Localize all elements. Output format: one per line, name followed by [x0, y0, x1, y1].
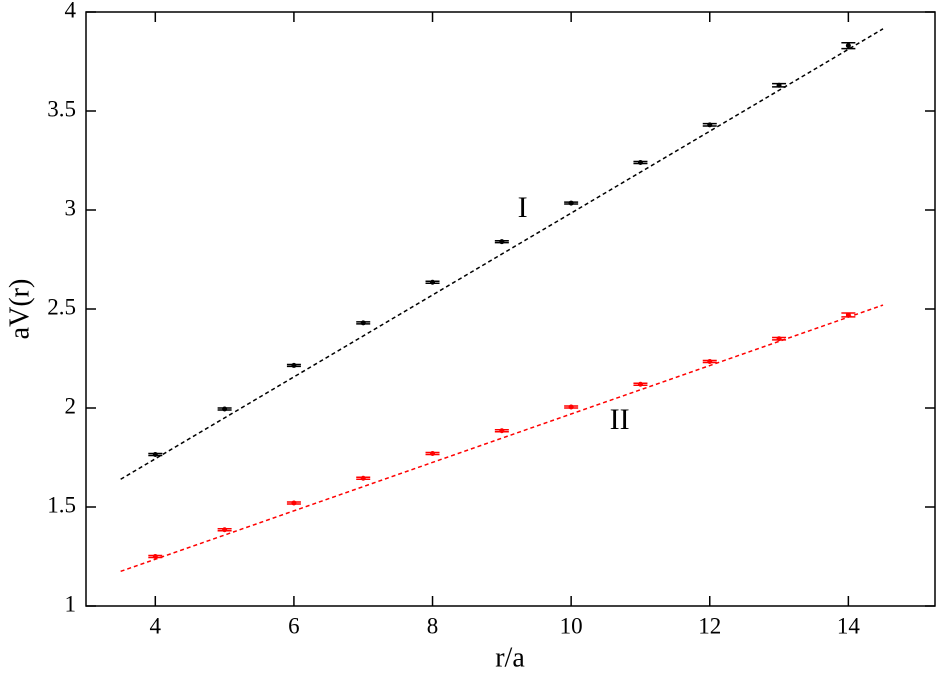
y-tick-label: 4: [65, 0, 77, 22]
data-point: [845, 43, 851, 49]
data-point: [568, 200, 574, 206]
series-label: II: [610, 403, 630, 436]
x-tick-label: 14: [837, 613, 861, 638]
y-tick-label: 1.5: [47, 492, 76, 517]
data-point: [291, 362, 297, 368]
data-point: [637, 381, 643, 387]
data-point: [222, 406, 228, 412]
x-tick-label: 8: [427, 613, 439, 638]
fit-line: [120, 304, 884, 573]
y-tick-label: 3.5: [47, 96, 76, 121]
y-axis-label: aV(r): [4, 279, 35, 340]
data-point: [291, 500, 297, 506]
series-label: I: [518, 191, 528, 224]
x-tick-label: 12: [698, 613, 721, 638]
data-point: [430, 279, 436, 285]
data-point: [152, 452, 158, 458]
data-point: [430, 451, 436, 457]
data-point: [707, 358, 713, 364]
x-axis-label: r/a: [495, 642, 525, 672]
data-point: [845, 312, 851, 318]
data-point: [360, 320, 366, 326]
data-point: [776, 336, 782, 342]
y-tick-label: 2.5: [47, 294, 76, 319]
x-tick-label: 6: [288, 613, 300, 638]
data-point: [360, 475, 366, 481]
y-tick-label: 2: [65, 393, 77, 418]
data-point: [222, 527, 228, 533]
data-point: [776, 82, 782, 88]
y-tick-label: 1: [65, 591, 77, 616]
data-point: [637, 159, 643, 165]
data-point: [568, 404, 574, 410]
plot-frame: [85, 11, 936, 607]
data-point: [499, 428, 505, 434]
y-tick-label: 3: [65, 195, 77, 220]
fit-line: [120, 28, 884, 480]
x-tick-label: 10: [560, 613, 583, 638]
data-point: [707, 122, 713, 128]
data-point: [152, 554, 158, 559]
data-point: [499, 239, 505, 245]
x-tick-label: 4: [150, 613, 162, 638]
